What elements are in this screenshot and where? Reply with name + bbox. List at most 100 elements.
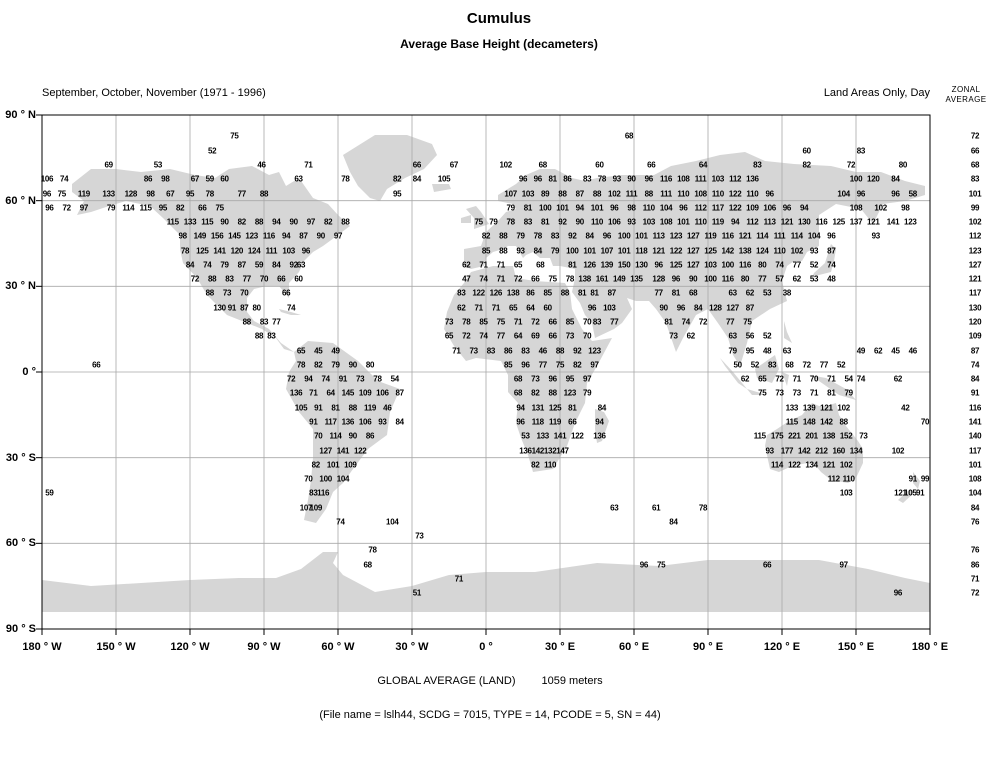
map-value: 78 (180, 246, 190, 256)
map-value: 66 (531, 274, 540, 284)
zonal-average-value: 127 (968, 260, 982, 270)
map-value: 65 (296, 346, 306, 356)
map-value: 122 (571, 431, 584, 441)
map-value: 71 (309, 388, 318, 398)
map-value: 102 (891, 446, 905, 456)
map-value: 38 (782, 288, 792, 298)
map-value: 46 (908, 346, 918, 356)
map-value: 83 (856, 146, 866, 156)
map-value: 60 (802, 146, 812, 156)
map-value: 79 (550, 246, 560, 256)
map-value: 122 (728, 203, 742, 213)
map-value: 60 (294, 274, 303, 284)
map-value: 124 (247, 246, 261, 256)
map-value: 122 (728, 189, 742, 199)
map-value: 96 (587, 303, 597, 313)
map-value: 112 (746, 217, 759, 227)
map-value: 70 (240, 288, 249, 298)
map-value: 78 (462, 317, 471, 327)
map-value: 141 (213, 246, 226, 256)
map-value: 53 (809, 274, 819, 284)
map-value: 79 (506, 203, 516, 213)
island-iceland (432, 184, 451, 192)
longitude-tick-label: 0 ° (479, 641, 493, 653)
map-value: 116 (660, 174, 673, 184)
map-value: 142 (797, 446, 811, 456)
map-value: 131 (531, 403, 545, 413)
map-value: 94 (304, 374, 313, 384)
map-value: 107 (504, 189, 517, 199)
latitude-tick-label: 60 ° S (5, 537, 36, 550)
map-value: 73 (775, 388, 784, 398)
map-gridlines (36, 114, 931, 635)
map-value: 145 (228, 231, 241, 241)
map-value: 71 (496, 274, 506, 284)
map-value: 68 (513, 374, 523, 384)
map-value: 88 (348, 403, 358, 413)
zonal-average-header-line2: AVERAGE (945, 95, 987, 104)
map-value: 74 (203, 260, 212, 270)
map-value: 85 (565, 317, 575, 327)
map-value: 83 (309, 488, 318, 498)
map-value: 138 (578, 274, 591, 284)
map-value: 91 (338, 374, 348, 384)
map-value: 81 (664, 317, 673, 327)
map-value: 138 (822, 431, 836, 441)
zonal-average-value: 141 (968, 417, 982, 427)
map-value: 111 (265, 246, 278, 256)
island-great-britain (466, 206, 489, 229)
island-ireland (461, 215, 471, 223)
map-value: 83 (550, 231, 560, 241)
map-value: 75 (215, 203, 224, 213)
map-value: 82 (573, 360, 582, 370)
map-value: 105 (294, 403, 308, 413)
map-value: 74 (775, 260, 784, 270)
map-value: 66 (763, 560, 772, 570)
map-value: 93 (809, 246, 819, 256)
map-value: 75 (656, 560, 666, 570)
map-value: 107 (600, 246, 614, 256)
map-value: 75 (496, 317, 506, 327)
map-value: 119 (549, 417, 562, 427)
map-value: 75 (555, 360, 565, 370)
map-value: 96 (856, 189, 866, 199)
map-value: 79 (582, 388, 592, 398)
map-value: 114 (790, 231, 803, 241)
map-value: 74 (60, 174, 69, 184)
map-value: 70 (304, 474, 313, 484)
map-value: 47 (462, 274, 471, 284)
map-value: 106 (608, 217, 621, 227)
map-value: 124 (756, 246, 769, 256)
zonal-average-header: ZONAL AVERAGE (935, 85, 997, 105)
map-value: 98 (627, 203, 636, 213)
map-value: 83 (592, 317, 602, 327)
map-value: 97 (306, 217, 316, 227)
global-average-label: GLOBAL AVERAGE (LAND) (377, 675, 516, 687)
map-value: 90 (289, 217, 298, 227)
map-value: 83 (767, 360, 777, 370)
island-philippines (784, 321, 792, 343)
season-label: September, October, November (1971 - 199… (42, 87, 266, 99)
map-value: 110 (773, 246, 786, 256)
map-value: 92 (573, 346, 582, 356)
map-value: 42 (901, 403, 910, 413)
map-value: 75 (743, 317, 752, 327)
map-value: 130 (213, 303, 226, 313)
zonal-average-value: 101 (968, 460, 982, 470)
map-value: 121 (822, 460, 836, 470)
map-value: 91 (908, 474, 918, 484)
map-value: 59 (45, 488, 54, 498)
map-value: 96 (782, 203, 792, 213)
map-value: 83 (225, 274, 234, 284)
zonal-average-column: 72 66 68 83 101 99 102 112 123 127 121 117 130 120 109… (0, 115, 998, 629)
map-value: 87 (240, 303, 249, 313)
map-value: 98 (161, 174, 170, 184)
map-value: 111 (625, 189, 638, 199)
map-value: 125 (548, 403, 562, 413)
island-madagascar (595, 409, 609, 443)
zonal-average-value: 72 (970, 131, 980, 141)
map-value: 118 (531, 417, 544, 427)
map-value: 120 (230, 246, 244, 256)
zonal-average-header-line1: ZONAL (951, 85, 981, 94)
map-value: 66 (412, 160, 422, 170)
